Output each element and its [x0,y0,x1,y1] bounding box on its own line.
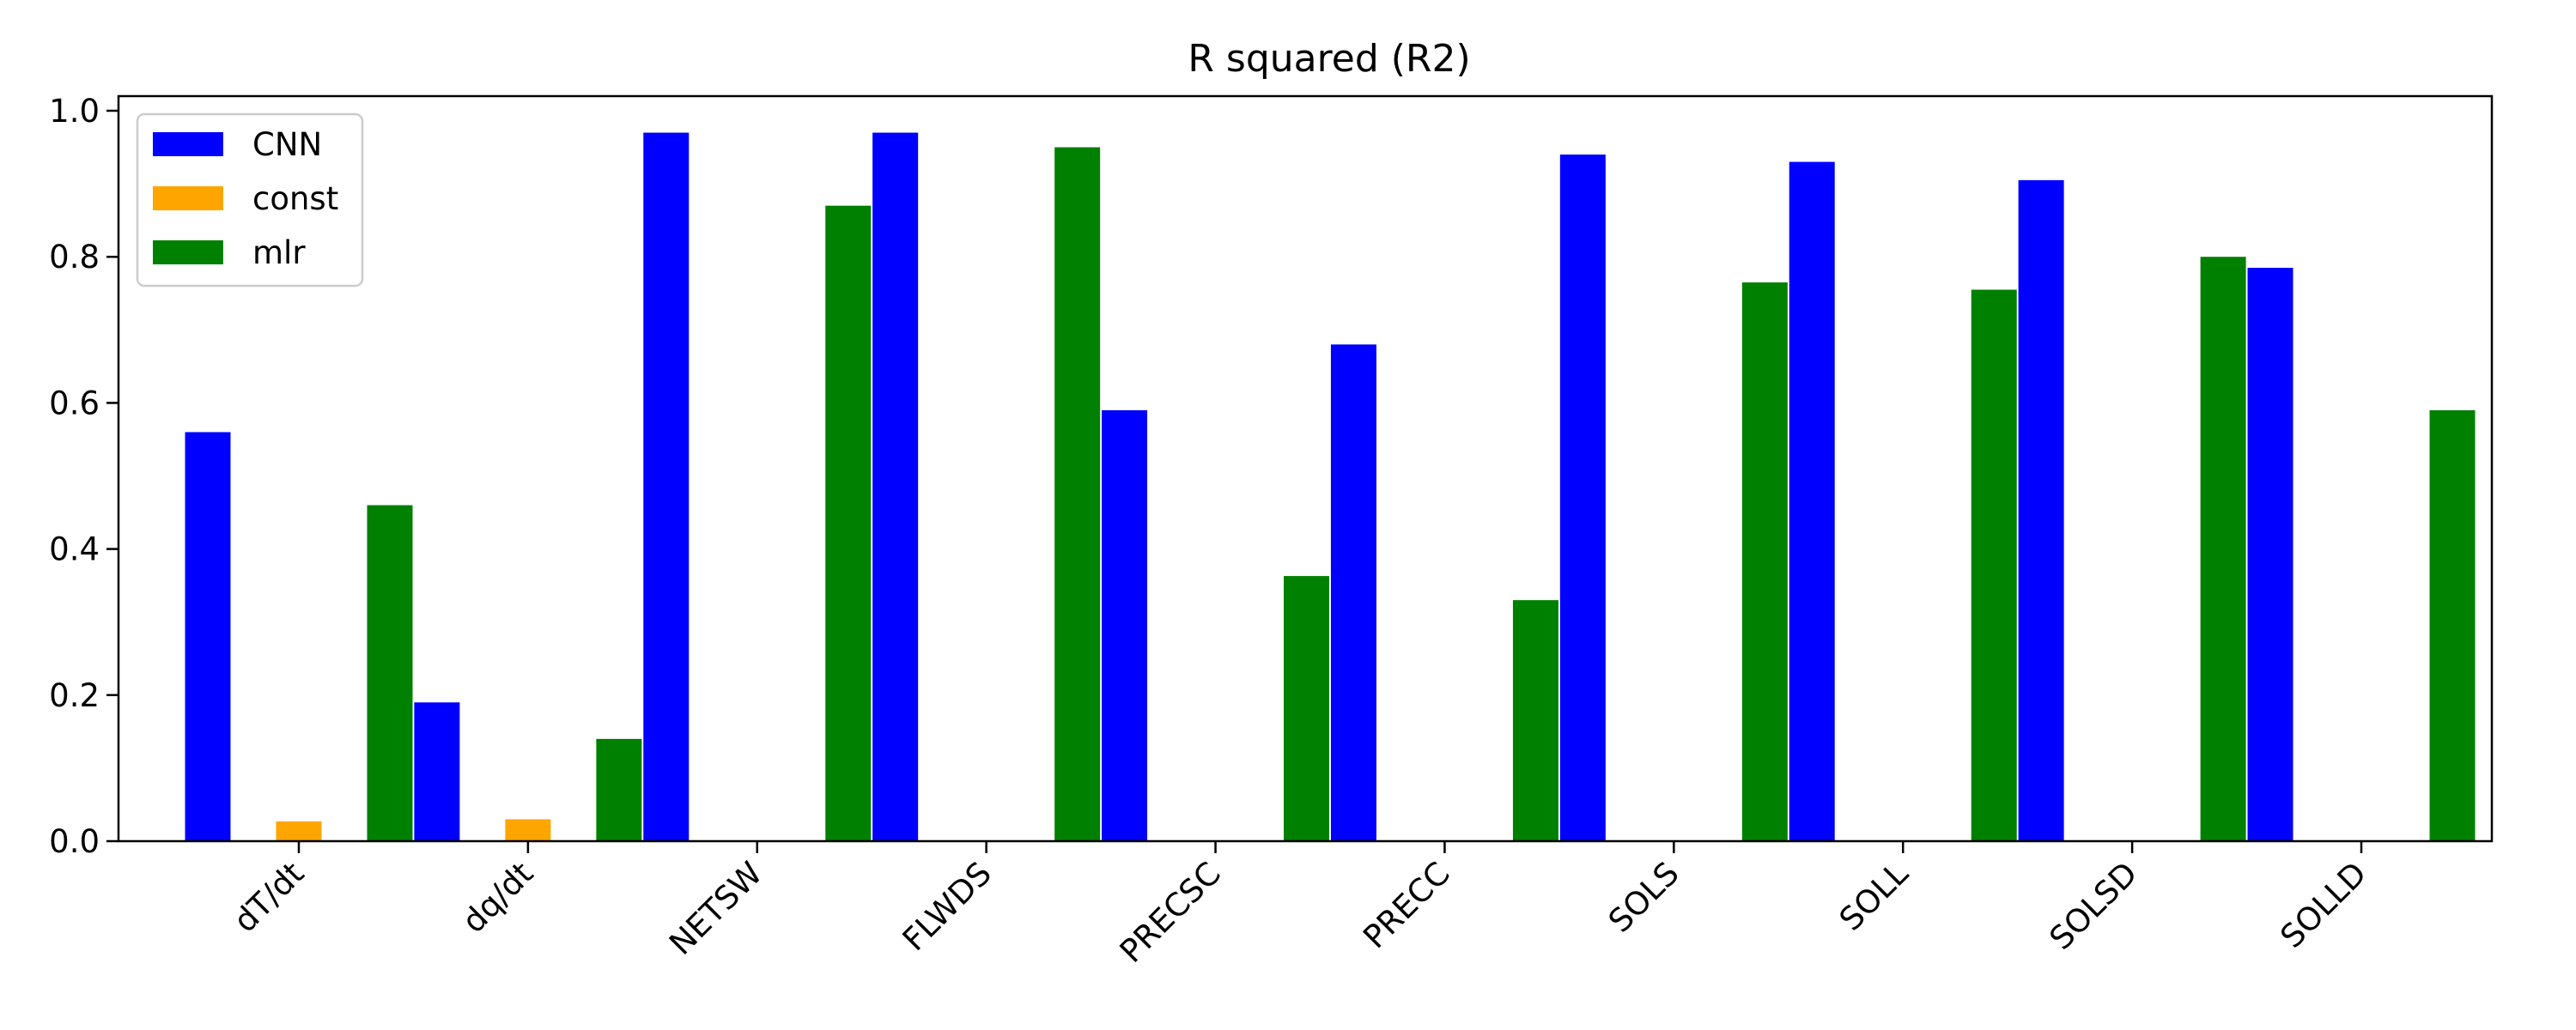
y-tick-label: 0.4 [49,531,100,568]
y-tick-label: 0.8 [49,239,100,276]
x-tick-label: SOLL [1832,855,1916,938]
legend-swatch-mlr [153,240,223,264]
bar-cnn-8 [2018,179,2064,842]
bar-cnn-3 [872,132,919,842]
x-tick-label: SOLLD [2273,855,2373,955]
bar-mlr-4 [1284,576,1330,841]
chart-title: R squared (R2) [1188,37,1470,81]
y-tick-label: 1.0 [49,93,100,130]
y-tick-label: 0.0 [49,823,100,860]
y-axis: 0.0 0.2 0.4 0.6 0.8 1.0 [49,93,118,860]
bar-cnn-0 [185,432,231,841]
legend: CNN const mlr [136,112,364,288]
y-tick-label: 0.6 [49,385,100,421]
bar-mlr-2 [825,205,872,841]
bar-const-0 [276,821,322,841]
x-tick-label: PRECC [1356,855,1456,955]
bar-mlr-6 [1741,282,1788,841]
bar-cnn-7 [1789,161,1835,841]
bar-cnn-2 [643,132,690,842]
legend-swatch-const [153,186,223,210]
bar-mlr-9 [2429,409,2476,841]
bar-cnn-5 [1330,344,1376,841]
x-axis: dT/dt dq/dt NETSW FLWDS PRECSC PRECC SOLS SOLL S… [227,841,2373,970]
bar-mlr-0 [367,505,413,841]
bar-const-1 [505,819,551,841]
y-tick-label: 0.2 [49,677,100,714]
x-tick-label: SOLS [1601,855,1686,940]
bar-cnn-9 [2247,267,2293,842]
legend-label-cnn: CNN [252,126,322,163]
x-tick-label: NETSW [662,855,769,962]
bar-cnn-4 [1102,409,1148,841]
bar-mlr-5 [1512,600,1558,841]
bars-group [185,132,2476,842]
legend-label-const: const [252,180,338,217]
bar-mlr-7 [1971,289,2017,842]
legend-swatch-cnn [153,132,223,156]
x-tick-label: PRECSC [1113,855,1228,970]
bar-cnn-6 [1559,154,1606,841]
bar-cnn-1 [414,702,460,841]
x-tick-label: SOLSD [2043,855,2145,957]
x-tick-label: dT/dt [227,855,312,940]
x-tick-label: FLWDS [896,855,999,958]
legend-label-mlr: mlr [252,234,306,271]
bar-mlr-8 [2200,257,2246,841]
x-tick-label: dq/dt [455,855,540,940]
plot-frame [117,94,2494,843]
bar-mlr-1 [596,738,642,841]
bar-mlr-3 [1054,147,1101,842]
